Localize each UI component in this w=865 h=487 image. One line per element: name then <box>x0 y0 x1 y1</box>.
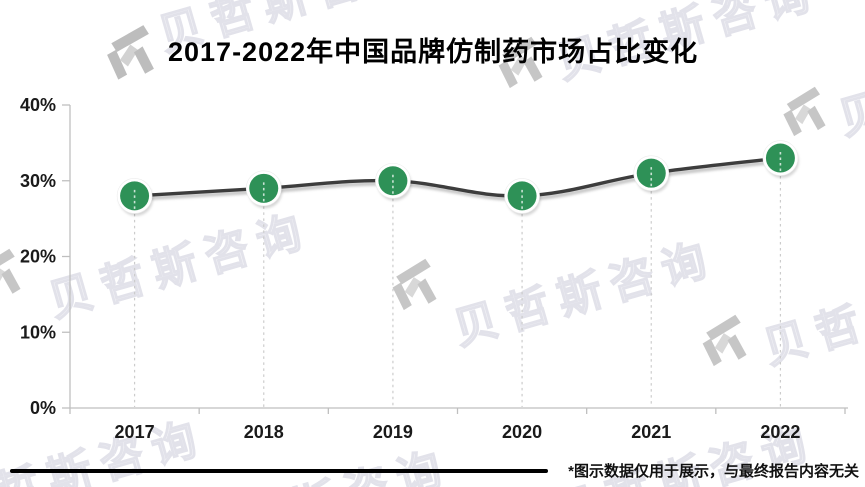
x-tick-label: 2019 <box>373 422 413 442</box>
y-tick-label: 10% <box>20 322 56 342</box>
y-tick-label: 0% <box>30 398 56 418</box>
x-tick-label: 2020 <box>502 422 542 442</box>
watermark-logo-icon <box>487 33 549 95</box>
x-tick-label: 2021 <box>631 422 671 442</box>
watermark-logo-icon <box>691 311 753 373</box>
watermark-logo-icon <box>0 245 27 307</box>
brand-logo-icon <box>94 21 163 87</box>
y-tick-label: 20% <box>20 247 56 267</box>
watermark-logo-icon <box>772 83 831 142</box>
series-line <box>132 156 783 198</box>
y-tick-label: 40% <box>20 95 56 115</box>
x-tick-label: 2018 <box>244 422 284 442</box>
chart-title: 2017-2022年中国品牌仿制药市场占比变化 <box>168 37 699 67</box>
x-tick-label: 2017 <box>115 422 155 442</box>
y-tick-label: 30% <box>20 171 56 191</box>
watermark-logo-icon <box>381 255 443 317</box>
series-line-shadow <box>135 159 783 201</box>
footer-divider <box>10 469 548 473</box>
x-tick-label: 2022 <box>760 422 800 442</box>
footnote: *图示数据仅用于展示，与最终报告内容无关 <box>568 463 859 480</box>
